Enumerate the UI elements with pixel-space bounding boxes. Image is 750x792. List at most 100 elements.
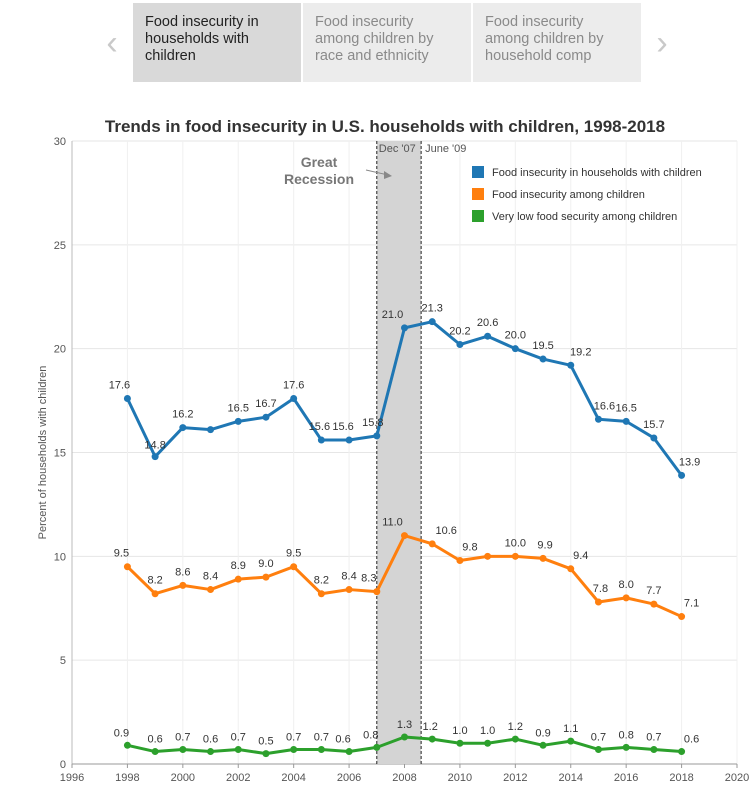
data-label: 16.2	[172, 409, 193, 421]
data-label: 0.7	[314, 731, 329, 743]
legend-entry: Very low food security among children	[492, 211, 677, 223]
data-point	[511, 552, 519, 560]
data-point	[622, 594, 630, 602]
chevron-right-icon[interactable]: ›	[656, 24, 668, 62]
x-tick-label: 2000	[171, 772, 195, 784]
tab-children-by-household-comp[interactable]: Food insecurity among children by househ…	[473, 3, 641, 82]
great-recession-annotation: Great	[301, 154, 338, 170]
legend-swatch	[472, 188, 484, 200]
data-label: 8.3	[361, 573, 376, 585]
data-label: 1.1	[563, 723, 578, 735]
data-point	[594, 415, 602, 423]
data-label: 10.0	[505, 537, 526, 549]
chevron-left-icon[interactable]: ‹	[106, 24, 118, 62]
chart-tab-bar: ‹ Food insecurity in households with chi…	[0, 0, 750, 90]
data-label: 8.9	[231, 560, 246, 572]
data-point	[567, 737, 575, 745]
data-label: 0.7	[286, 731, 301, 743]
data-label: 15.8	[362, 417, 383, 429]
y-tick-label: 20	[54, 344, 66, 356]
data-point	[290, 563, 298, 571]
y-tick-label: 5	[60, 655, 66, 667]
data-point	[262, 413, 270, 421]
x-tick-label: 2006	[337, 772, 361, 784]
data-point	[567, 361, 575, 369]
data-label: 1.3	[397, 719, 412, 731]
data-point	[622, 417, 630, 425]
tab-children-by-race-ethnicity[interactable]: Food insecurity among children by race a…	[303, 3, 471, 82]
data-label: 1.2	[423, 721, 438, 733]
data-label: 19.2	[570, 346, 591, 358]
data-point	[511, 735, 519, 743]
data-point	[151, 590, 159, 598]
data-point	[179, 745, 187, 753]
legend-swatch	[472, 210, 484, 222]
data-point	[151, 748, 159, 756]
data-point	[123, 563, 131, 571]
data-point	[373, 743, 381, 751]
x-tick-label: 2016	[614, 772, 638, 784]
data-point	[151, 453, 159, 461]
data-label: 21.0	[382, 309, 403, 321]
data-label: 0.9	[114, 727, 129, 739]
y-axis-label: Percent of households with children	[37, 366, 49, 540]
data-point	[539, 741, 547, 749]
tab-households-with-children[interactable]: Food insecurity in households with child…	[133, 3, 301, 82]
data-point	[234, 745, 242, 753]
x-tick-label: 1996	[60, 772, 84, 784]
data-label: 15.6	[332, 421, 353, 433]
data-label: 8.4	[203, 571, 218, 583]
data-label: 8.2	[314, 575, 329, 587]
data-label: 16.5	[615, 402, 636, 414]
x-tick-label: 2010	[448, 772, 472, 784]
x-tick-label: 2002	[226, 772, 250, 784]
data-label: 8.6	[175, 566, 190, 578]
data-point	[123, 741, 131, 749]
data-label: 9.9	[537, 539, 552, 551]
legend-swatch	[472, 166, 484, 178]
data-point	[345, 436, 353, 444]
y-tick-label: 0	[60, 759, 66, 771]
x-tick-label: 2020	[725, 772, 749, 784]
data-label: 9.0	[258, 558, 273, 570]
data-point	[428, 540, 436, 548]
data-point	[511, 345, 519, 353]
data-point	[345, 586, 353, 594]
data-label: 0.6	[684, 734, 699, 746]
data-point	[345, 748, 353, 756]
data-label: 16.6	[594, 400, 615, 412]
data-point	[317, 436, 325, 444]
data-point	[234, 575, 242, 583]
annotation-arrowhead	[384, 171, 392, 179]
data-point	[650, 745, 658, 753]
data-label: 15.6	[309, 421, 330, 433]
data-label: 20.0	[505, 330, 526, 342]
data-point	[179, 424, 187, 432]
data-point	[484, 332, 492, 340]
x-tick-label: 2004	[281, 772, 305, 784]
data-label: 1.0	[452, 725, 467, 737]
data-label: 1.2	[508, 721, 523, 733]
data-label: 11.0	[382, 517, 403, 529]
data-label: 0.7	[646, 731, 661, 743]
legend-entry: Food insecurity among children	[492, 189, 645, 201]
recession-start-label: Dec '07	[379, 143, 416, 155]
data-label: 0.9	[535, 727, 550, 739]
data-point	[539, 554, 547, 562]
data-point	[456, 556, 464, 564]
data-point	[179, 581, 187, 589]
data-label: 9.5	[286, 548, 301, 560]
data-label: 7.8	[593, 583, 608, 595]
data-point	[290, 395, 298, 403]
data-point	[456, 341, 464, 349]
x-tick-label: 2014	[559, 772, 583, 784]
data-label: 8.2	[147, 575, 162, 587]
data-point	[484, 552, 492, 560]
data-label: 15.7	[643, 419, 664, 431]
data-label: 0.7	[591, 731, 606, 743]
data-label: 1.0	[480, 725, 495, 737]
data-label: 20.6	[477, 317, 498, 329]
data-point	[678, 613, 686, 621]
recession-end-label: June '09	[425, 143, 466, 155]
